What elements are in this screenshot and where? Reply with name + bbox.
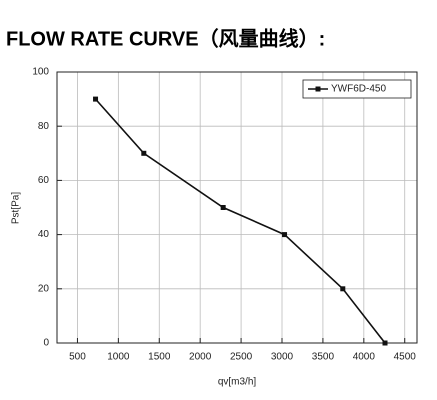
y-tick-label: 100 (32, 67, 49, 78)
data-point (220, 205, 226, 210)
y-tick-label: 20 (38, 283, 50, 294)
x-tick-label: 4000 (353, 352, 376, 363)
legend-marker (315, 86, 321, 92)
x-tick-label: 500 (69, 352, 86, 363)
data-point (141, 150, 147, 156)
y-tick-label: 40 (38, 229, 50, 240)
data-point (282, 232, 288, 238)
chart-title: FLOW RATE CURVE（风量曲线）: (6, 26, 325, 50)
legend-box (302, 79, 412, 99)
x-tick-label: 1000 (107, 352, 130, 363)
legend-label: YWF6D-450 (331, 84, 386, 95)
plot-frame (56, 71, 418, 344)
x-tick-label: 3000 (271, 352, 294, 363)
y-tick-label: 60 (38, 175, 50, 186)
y-tick-label: 0 (43, 338, 49, 349)
y-axis-label: Pst[Pa] (11, 192, 22, 224)
x-tick-label: 3500 (312, 352, 335, 363)
data-point (93, 96, 99, 102)
x-tick-label: 2000 (189, 352, 212, 363)
series-line (94, 98, 386, 344)
x-tick-label: 2500 (230, 352, 253, 363)
data-point (382, 340, 388, 346)
x-tick-label: 4500 (394, 352, 417, 363)
data-point (340, 286, 346, 292)
y-tick-label: 80 (38, 121, 50, 132)
x-axis-label: qv[m3/h] (218, 377, 257, 388)
x-tick-label: 1500 (148, 352, 171, 363)
